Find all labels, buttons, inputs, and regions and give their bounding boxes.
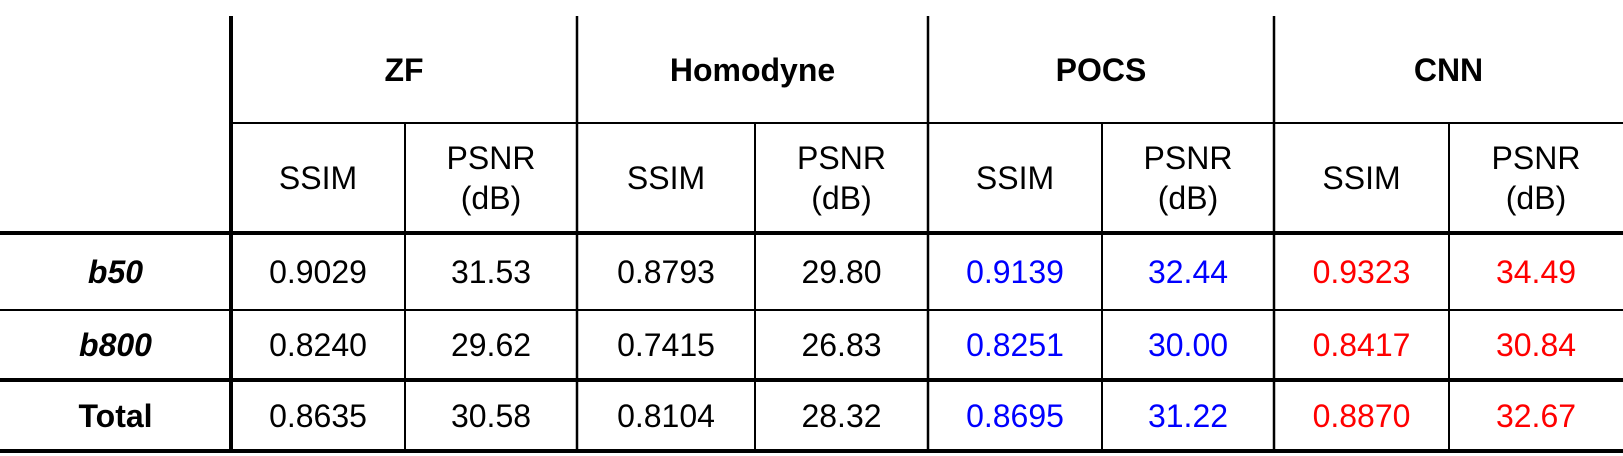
table-cell: PSNR (dB) (797, 140, 886, 216)
table-cell: SSIM (626, 160, 706, 196)
table-cell: SSIM (975, 160, 1055, 196)
table-cell: 31.22 (1147, 397, 1229, 434)
table-cell: 29.80 (801, 253, 882, 290)
table-cell: 0.9139 (966, 253, 1064, 290)
table-cell: Homodyne (669, 51, 836, 88)
table-cell: Total (78, 397, 153, 434)
table-cell: 0.9323 (1312, 253, 1411, 290)
table-cell: 0.8870 (1312, 397, 1411, 434)
table-cell: 0.7415 (617, 327, 715, 363)
table-cell: 0.8635 (269, 397, 367, 434)
table-cell: 0.8251 (966, 327, 1064, 363)
table-cell: 28.32 (801, 397, 882, 434)
table-cell: 0.8793 (617, 253, 715, 290)
table-cell: POCS (1055, 51, 1147, 88)
table-cell: 0.9029 (269, 253, 367, 290)
table-cell: b800 (79, 327, 152, 363)
table-cell: 30.84 (1495, 327, 1577, 363)
table-cell: 34.49 (1495, 253, 1577, 290)
table-cell: 32.67 (1495, 397, 1577, 434)
table-cell: 0.8695 (966, 397, 1064, 434)
table-cell: SSIM (278, 160, 358, 196)
table-cell: 0.8417 (1312, 327, 1411, 363)
table-cell: 0.8240 (269, 327, 367, 363)
table-cell: 29.62 (450, 327, 532, 363)
table-cell: CNN (1413, 51, 1484, 88)
table-cell: 0.8104 (617, 397, 715, 434)
table-cell: 30.58 (450, 397, 532, 434)
table-cell: b50 (87, 253, 144, 290)
table-cell: 26.83 (801, 327, 882, 363)
table-cell: ZF (384, 51, 424, 88)
table-cell: 32.44 (1147, 253, 1229, 290)
table-cell: 30.00 (1147, 327, 1229, 363)
table-cell: PSNR (dB) (446, 140, 536, 216)
table-cell: PSNR (dB) (1491, 140, 1581, 216)
table-cell: 31.53 (450, 253, 532, 290)
table-cell: SSIM (1322, 160, 1401, 196)
table-cell: PSNR (dB) (1143, 140, 1233, 216)
